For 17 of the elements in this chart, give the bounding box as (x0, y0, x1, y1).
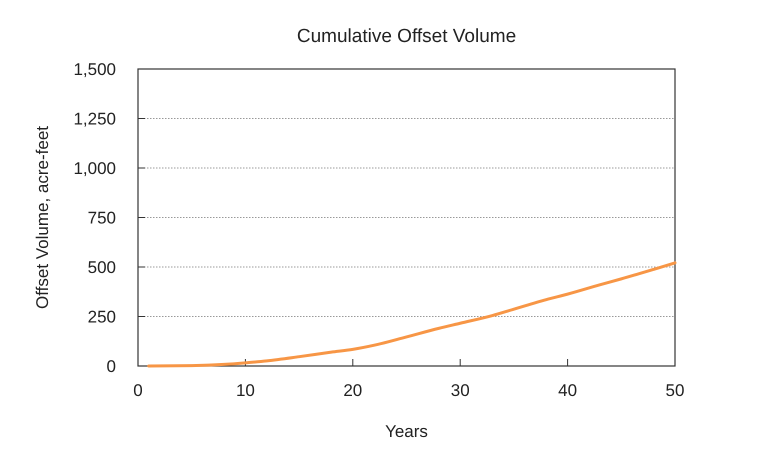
y-tick-label: 250 (88, 308, 116, 326)
chart-title: Cumulative Offset Volume (296, 26, 516, 47)
y-tick-label: 1,500 (73, 60, 116, 79)
y-tick-label: 1,250 (73, 110, 116, 128)
x-tick-label: 20 (343, 381, 362, 400)
line-series (147, 261, 676, 368)
y-tick-label: 500 (88, 258, 116, 277)
x-tick-label: 50 (666, 381, 684, 400)
y-tick-label: 750 (88, 208, 116, 228)
y-tick-label: 0 (106, 357, 116, 376)
x-axis-title: Years (385, 422, 428, 441)
x-tick-label: 30 (450, 381, 470, 400)
x-tick-label: 40 (558, 381, 578, 400)
y-axis-title: Offset Volume, acre-feet (33, 126, 52, 309)
x-tick-label: 10 (236, 381, 255, 400)
y-tick-label: 1,000 (73, 159, 116, 178)
x-tick-label: 0 (133, 381, 143, 400)
